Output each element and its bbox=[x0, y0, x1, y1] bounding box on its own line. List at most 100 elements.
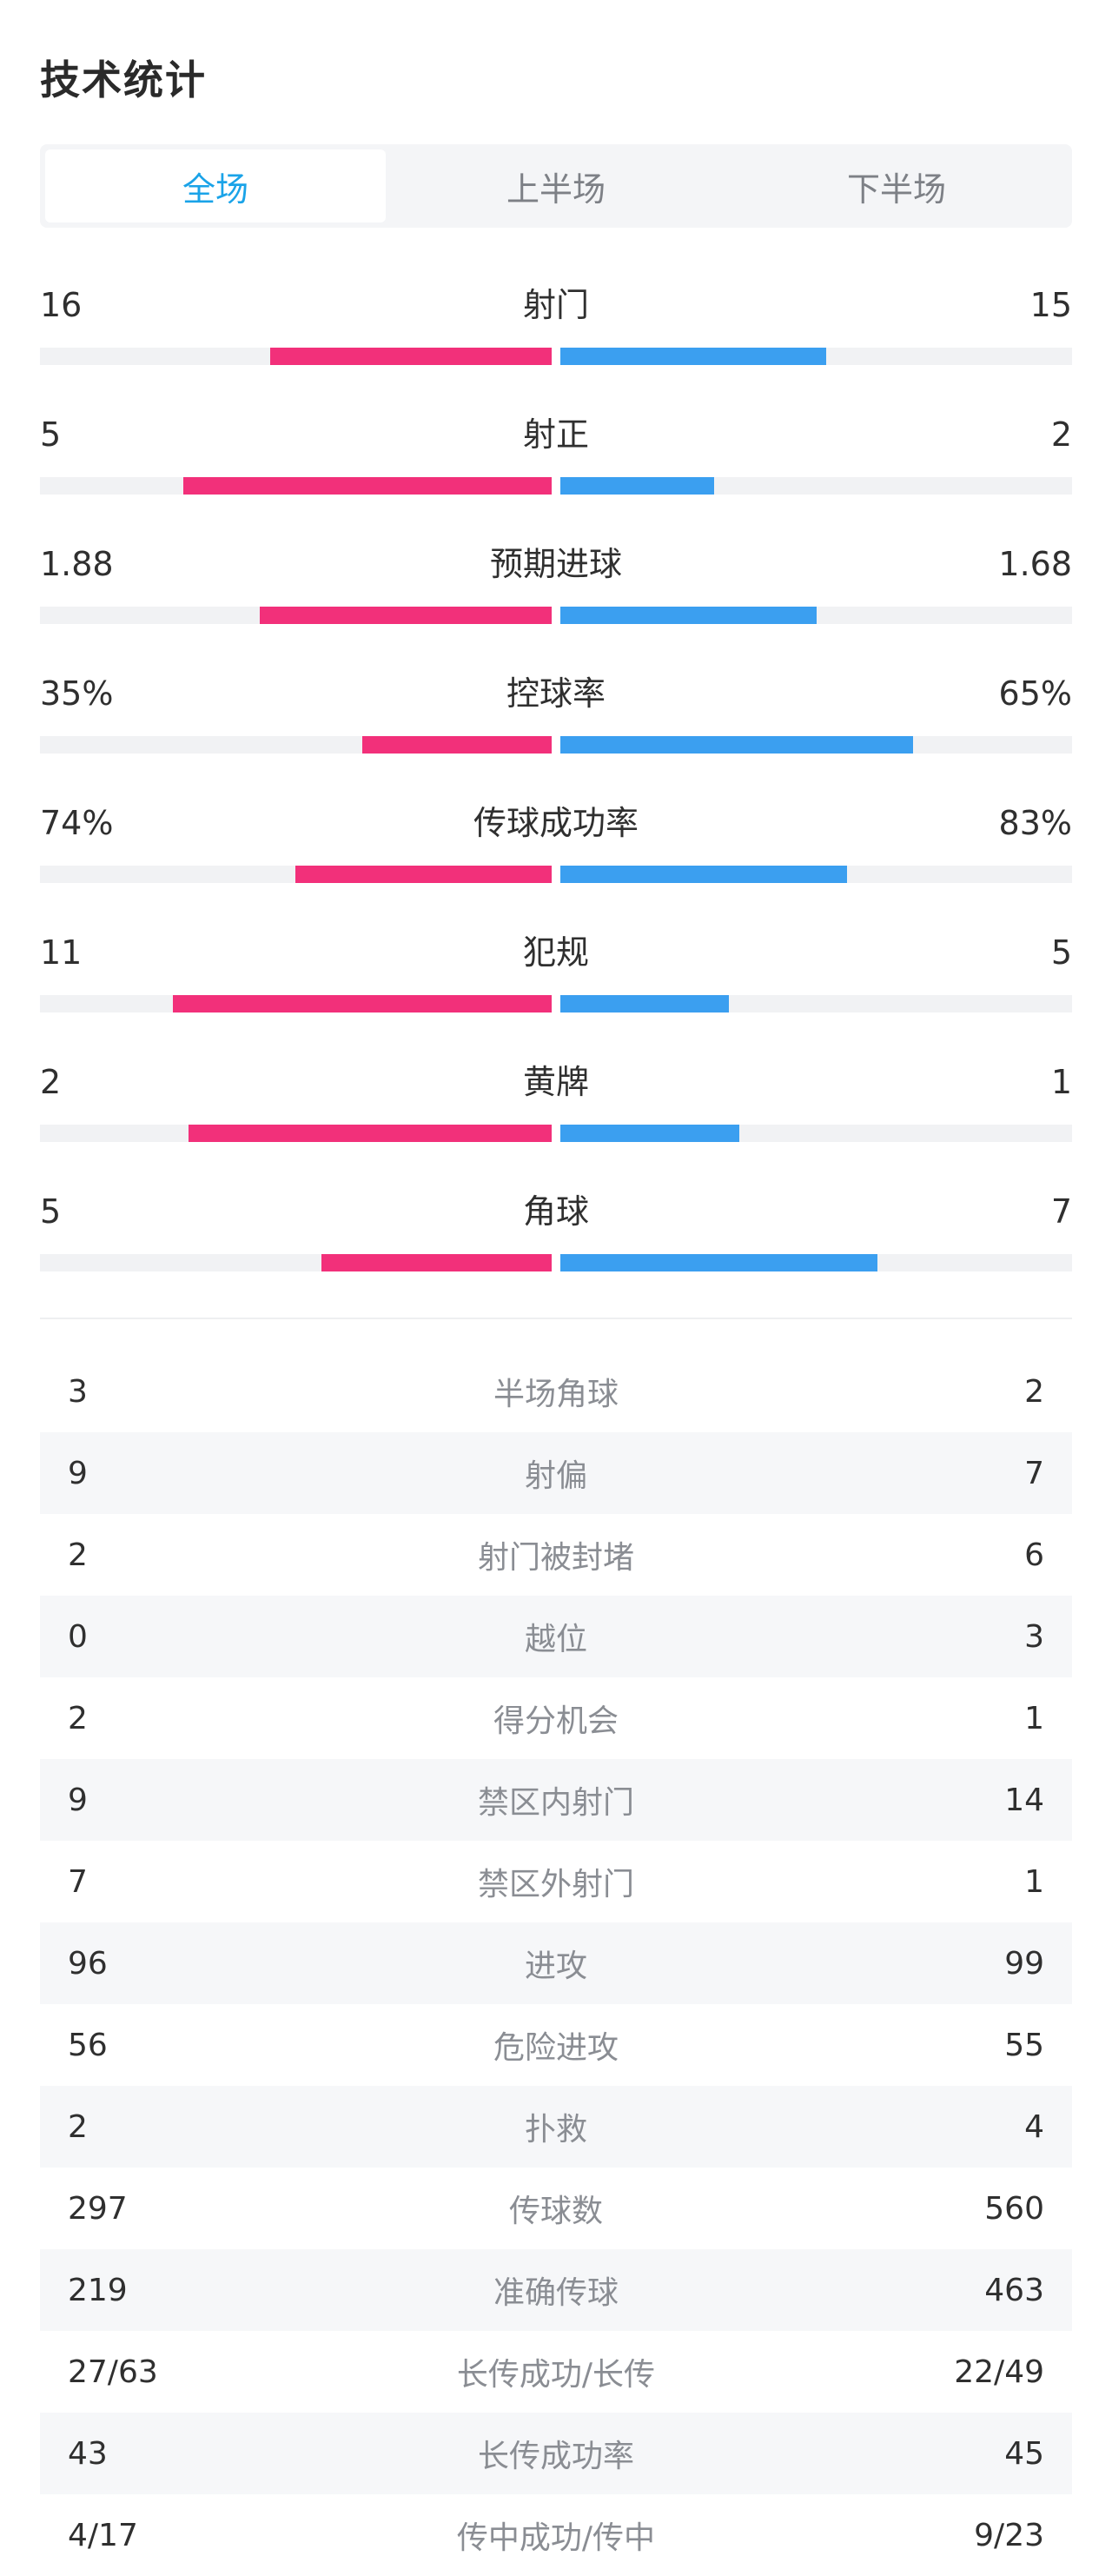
stat-label: 传中成功/传中 bbox=[456, 2520, 656, 2556]
home-bar-track bbox=[40, 477, 552, 495]
table-row: 219 准确传球 463 bbox=[40, 2249, 1072, 2331]
home-bar-track bbox=[40, 1125, 552, 1142]
home-bar-fill bbox=[173, 995, 552, 1012]
stat-label: 危险进攻 bbox=[493, 2030, 619, 2066]
table-row: 9 禁区内射门 14 bbox=[40, 1759, 1072, 1841]
home-bar-track bbox=[40, 736, 552, 754]
away-value: 45 bbox=[1004, 2435, 1044, 2472]
stat-label: 控球率 bbox=[506, 674, 606, 713]
section-divider bbox=[40, 1318, 1072, 1319]
home-bar-track bbox=[40, 1254, 552, 1271]
stat-label: 禁区内射门 bbox=[477, 1785, 634, 1821]
away-value: 560 bbox=[984, 2190, 1044, 2227]
home-bar-track bbox=[40, 866, 552, 883]
away-bar-track bbox=[560, 477, 1072, 495]
home-value: 4/17 bbox=[68, 2517, 138, 2553]
stat-label: 射正 bbox=[522, 415, 589, 454]
away-bar-fill bbox=[560, 866, 847, 883]
table-row: 43 长传成功率 45 bbox=[40, 2413, 1072, 2494]
period-tabs: 全场 上半场 下半场 bbox=[40, 144, 1072, 228]
home-bar-fill bbox=[189, 1125, 552, 1142]
bar-stat: 1.88 预期进球 1.68 bbox=[40, 544, 1072, 641]
home-value: 3 bbox=[68, 1373, 88, 1410]
away-bar-fill bbox=[560, 607, 817, 624]
table-row: 297 传球数 560 bbox=[40, 2168, 1072, 2249]
away-bar-fill bbox=[560, 1125, 739, 1142]
away-value: 463 bbox=[984, 2272, 1044, 2308]
tab-first-half[interactable]: 上半场 bbox=[506, 169, 606, 209]
away-value: 15 bbox=[1029, 286, 1072, 324]
home-value: 0 bbox=[68, 1618, 88, 1655]
home-bar-fill bbox=[321, 1254, 552, 1271]
away-value: 6 bbox=[1024, 1537, 1044, 1573]
stat-label: 犯规 bbox=[522, 933, 589, 972]
stat-label: 准确传球 bbox=[493, 2275, 619, 2311]
table-row: 27/63 长传成功/长传 22/49 bbox=[40, 2331, 1072, 2413]
home-value: 2 bbox=[68, 2108, 88, 2145]
away-value: 7 bbox=[1050, 1192, 1072, 1231]
home-bar-fill bbox=[260, 607, 552, 624]
stat-label: 越位 bbox=[524, 1622, 587, 1657]
stat-label: 传球数 bbox=[508, 2194, 603, 2229]
home-value: 219 bbox=[68, 2272, 128, 2308]
home-value: 7 bbox=[68, 1863, 88, 1900]
away-value: 65% bbox=[998, 674, 1072, 713]
page-title: 技术统计 bbox=[40, 56, 207, 103]
home-value: 27/63 bbox=[68, 2354, 158, 2390]
away-bar-track bbox=[560, 607, 1072, 624]
away-value: 1 bbox=[1050, 1063, 1072, 1101]
away-value: 22/49 bbox=[954, 2354, 1044, 2390]
bar-stat: 5 角球 7 bbox=[40, 1192, 1072, 1289]
home-value: 9 bbox=[68, 1782, 88, 1818]
home-value: 43 bbox=[68, 2435, 108, 2472]
home-value: 2 bbox=[40, 1063, 62, 1101]
away-bar-track bbox=[560, 866, 1072, 883]
tab-second-half[interactable]: 下半场 bbox=[846, 169, 946, 209]
stat-label: 传球成功率 bbox=[473, 804, 639, 842]
home-value: 5 bbox=[40, 415, 62, 454]
away-bar-track bbox=[560, 1254, 1072, 1271]
table-row: 0 越位 3 bbox=[40, 1596, 1072, 1677]
home-value: 74% bbox=[40, 804, 114, 842]
away-value: 3 bbox=[1024, 1618, 1044, 1655]
away-value: 1.68 bbox=[998, 545, 1072, 583]
table-row: 2 扑救 4 bbox=[40, 2086, 1072, 2168]
bar-stat: 16 射门 15 bbox=[40, 285, 1072, 382]
away-value: 5 bbox=[1050, 933, 1072, 972]
home-bar-track bbox=[40, 607, 552, 624]
away-value: 7 bbox=[1024, 1455, 1044, 1491]
home-bar-fill bbox=[183, 477, 552, 495]
home-bar-track bbox=[40, 995, 552, 1012]
away-value: 1 bbox=[1024, 1863, 1044, 1900]
home-value: 2 bbox=[68, 1700, 88, 1736]
table-row: 9 射偏 7 bbox=[40, 1432, 1072, 1514]
stat-label: 射门 bbox=[522, 286, 589, 324]
tab-full-match[interactable]: 全场 bbox=[45, 149, 386, 222]
table-row: 7 禁区外射门 1 bbox=[40, 1841, 1072, 1922]
away-value: 14 bbox=[1004, 1782, 1044, 1818]
home-value: 35% bbox=[40, 674, 114, 713]
table-row: 4/17 传中成功/传中 9/23 bbox=[40, 2494, 1072, 2576]
table-row: 2 得分机会 1 bbox=[40, 1677, 1072, 1759]
table-row: 56 危险进攻 55 bbox=[40, 2004, 1072, 2086]
home-value: 96 bbox=[68, 1945, 108, 1982]
home-value: 297 bbox=[68, 2190, 128, 2227]
home-bar-fill bbox=[362, 736, 552, 754]
bar-stat: 11 犯规 5 bbox=[40, 933, 1072, 1030]
stat-label: 长传成功率 bbox=[477, 2439, 634, 2474]
away-value: 9/23 bbox=[974, 2517, 1044, 2553]
table-row: 2 射门被封堵 6 bbox=[40, 1514, 1072, 1596]
home-value: 5 bbox=[40, 1192, 62, 1231]
bar-stat: 74% 传球成功率 83% bbox=[40, 803, 1072, 900]
away-value: 55 bbox=[1004, 2027, 1044, 2063]
away-bar-track bbox=[560, 995, 1072, 1012]
table-row: 3 半场角球 2 bbox=[40, 1351, 1072, 1432]
away-bar-track bbox=[560, 348, 1072, 365]
home-value: 56 bbox=[68, 2027, 108, 2063]
stat-label: 得分机会 bbox=[493, 1703, 619, 1739]
away-value: 1 bbox=[1024, 1700, 1044, 1736]
home-value: 2 bbox=[68, 1537, 88, 1573]
home-value: 16 bbox=[40, 286, 83, 324]
away-value: 83% bbox=[998, 804, 1072, 842]
